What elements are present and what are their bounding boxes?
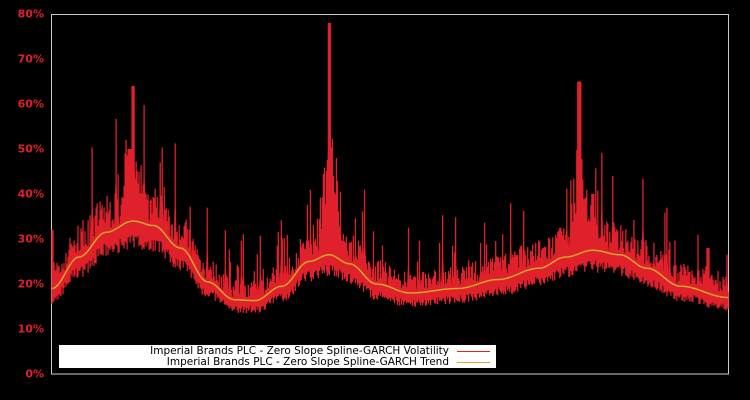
volatility-series (51, 23, 729, 314)
y-tick-label: 60% (17, 97, 44, 111)
legend-swatch-trend (457, 361, 490, 363)
trend-series (51, 220, 729, 302)
legend-label-trend: Imperial Brands PLC - Zero Slope Spline-… (166, 356, 449, 368)
y-tick-label: 40% (17, 187, 44, 201)
y-tick-label: 10% (17, 322, 44, 336)
y-tick-label: 50% (17, 142, 44, 156)
volatility-line (51, 23, 729, 314)
legend-item-volatility: Imperial Brands PLC - Zero Slope Spline-… (150, 345, 490, 357)
y-tick-label: 0% (25, 367, 44, 381)
legend-label-volatility: Imperial Brands PLC - Zero Slope Spline-… (150, 345, 449, 357)
y-tick-label: 70% (17, 52, 44, 66)
legend-item-trend: Imperial Brands PLC - Zero Slope Spline-… (167, 356, 490, 368)
legend: Imperial Brands PLC - Zero Slope Spline-… (59, 345, 496, 368)
legend-swatch-volatility (457, 350, 490, 352)
y-tick-label: 80% (17, 7, 44, 21)
y-tick-label: 20% (17, 277, 44, 291)
y-tick-label: 30% (17, 232, 44, 246)
plot-area (51, 14, 729, 375)
